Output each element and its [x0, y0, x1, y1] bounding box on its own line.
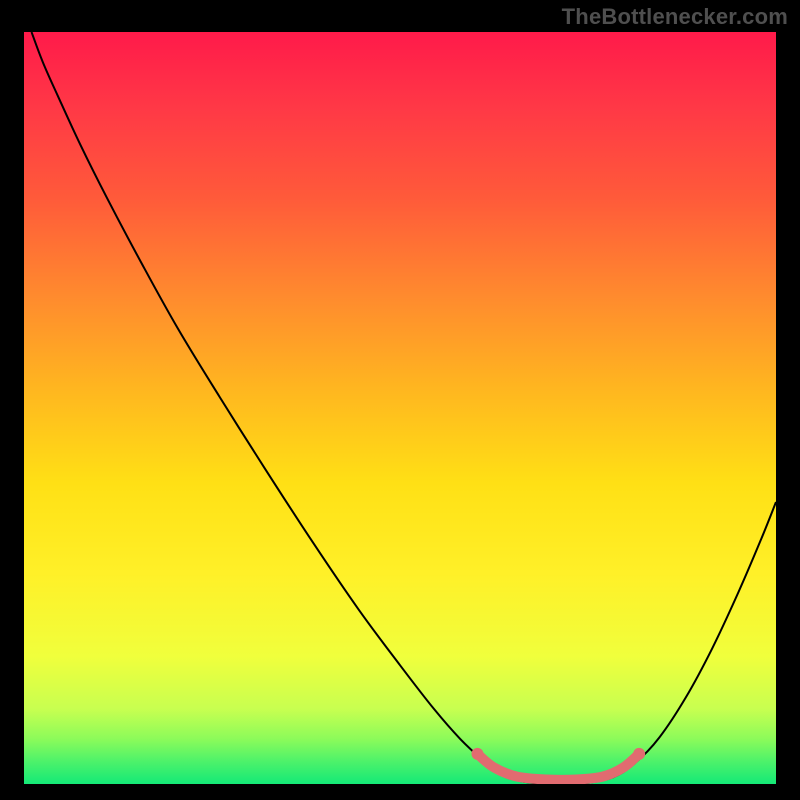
attribution-label: TheBottlenecker.com [562, 4, 788, 30]
band-start-dot [471, 748, 483, 760]
plot-area [24, 32, 776, 784]
gradient-background [24, 32, 776, 784]
chart-svg [24, 32, 776, 784]
chart-root: TheBottlenecker.com [0, 0, 800, 800]
band-end-dot [633, 748, 645, 760]
